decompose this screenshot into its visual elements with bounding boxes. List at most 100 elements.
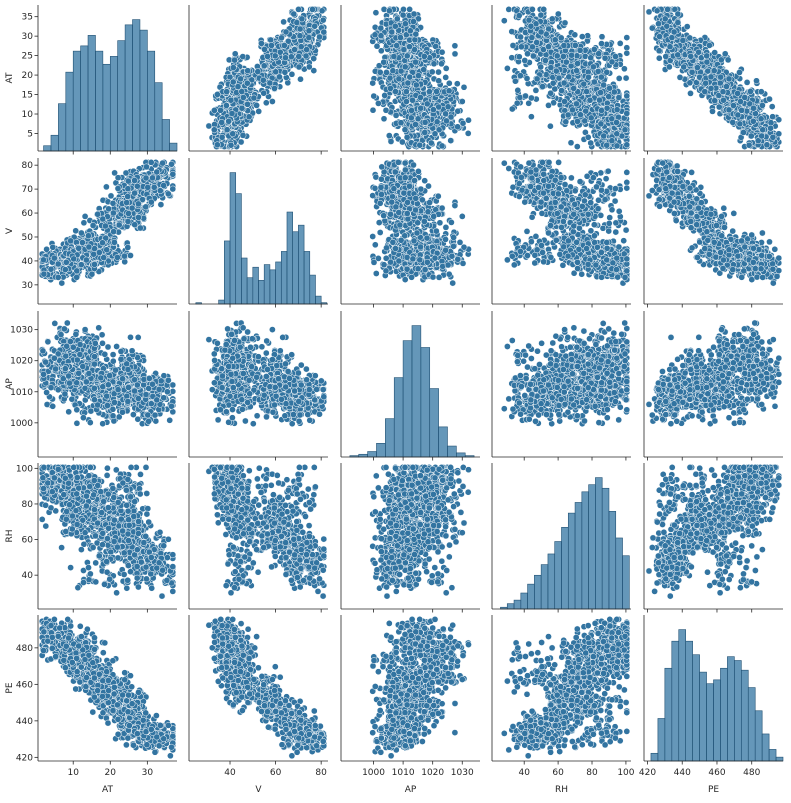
scatter-point <box>417 142 423 148</box>
scatter-point <box>256 108 262 114</box>
scatter-point <box>596 97 602 103</box>
scatter-point <box>588 115 594 121</box>
scatter-point <box>504 65 510 71</box>
scatter-point <box>514 100 520 106</box>
scatter-point <box>288 54 294 60</box>
scatter-point <box>768 125 774 131</box>
scatter-point <box>459 98 465 104</box>
scatter-point <box>424 101 430 107</box>
scatter-point <box>718 74 724 80</box>
scatter-point <box>443 111 449 117</box>
scatter-point <box>291 11 297 17</box>
y-tick-label: 35 <box>22 13 33 23</box>
scatter-point <box>283 29 289 35</box>
y-tick-label: 5 <box>27 129 33 139</box>
scatter-point <box>758 89 764 95</box>
scatter-point <box>575 60 581 66</box>
scatter-point <box>224 127 230 133</box>
scatter-point <box>405 80 411 86</box>
scatter-point <box>445 104 451 110</box>
scatter-point <box>522 93 528 99</box>
scatter-point <box>664 23 670 29</box>
scatter-point <box>321 29 327 35</box>
scatter-point <box>403 99 409 105</box>
scatter-point <box>409 107 415 113</box>
scatter-point <box>611 89 617 95</box>
scatter-point <box>562 20 568 26</box>
scatter-point <box>669 35 675 41</box>
scatter-point <box>726 107 732 113</box>
scatter-point <box>455 124 461 130</box>
scatter-point <box>528 114 534 120</box>
scatter-point <box>550 80 556 86</box>
scatter-point <box>604 69 610 75</box>
scatter-point <box>566 74 572 80</box>
scatter-point <box>569 107 575 113</box>
scatter-point <box>400 12 406 18</box>
scatter-point <box>272 53 278 59</box>
scatter-point <box>435 69 441 75</box>
scatter-point <box>230 131 236 137</box>
scatter-point <box>662 16 668 22</box>
scatter-point <box>565 112 571 118</box>
scatter-point <box>770 134 776 140</box>
hist-bar-AT-2 <box>58 104 65 151</box>
panel-AT-vs-PE <box>644 5 783 155</box>
scatter-point <box>258 40 264 46</box>
scatter-point <box>766 96 772 102</box>
scatter-point <box>509 106 515 112</box>
scatter-point <box>377 69 383 75</box>
scatter-point <box>556 75 562 81</box>
scatter-point <box>561 42 567 48</box>
scatter-point <box>572 42 578 48</box>
scatter-point <box>438 61 444 67</box>
scatter-point <box>617 40 623 46</box>
scatter-point <box>392 89 398 95</box>
scatter-point <box>518 34 524 40</box>
scatter-point <box>542 57 548 63</box>
scatter-point <box>595 68 601 74</box>
scatter-point <box>694 65 700 71</box>
scatter-point <box>760 127 766 133</box>
scatter-point <box>461 84 467 90</box>
scatter-point <box>534 76 540 82</box>
scatter-point <box>399 139 405 145</box>
scatter-point <box>776 117 782 123</box>
scatter-point <box>598 74 604 80</box>
scatter-point <box>720 89 726 95</box>
scatter-point <box>460 120 466 126</box>
scatter-point <box>568 140 574 146</box>
scatter-point <box>402 127 408 133</box>
scatter-point <box>306 64 312 70</box>
scatter-point <box>702 89 708 95</box>
scatter-point <box>547 123 553 129</box>
scatter-point <box>230 79 236 85</box>
scatter-point <box>708 74 714 80</box>
scatter-point <box>703 80 709 86</box>
scatter-point <box>554 53 560 59</box>
scatter-point <box>465 117 471 123</box>
scatter-point <box>598 41 604 47</box>
scatter-point <box>455 108 461 114</box>
scatter-point <box>232 51 238 57</box>
y-tick-label: 30 <box>22 32 34 42</box>
scatter-point <box>261 63 267 69</box>
scatter-point <box>704 53 710 59</box>
scatter-point <box>604 142 610 148</box>
scatter-point <box>396 76 402 82</box>
scatter-point <box>240 94 246 100</box>
scatter-point <box>389 29 395 35</box>
scatter-point <box>591 46 597 52</box>
scatter-point <box>746 142 752 148</box>
scatter-point <box>606 94 612 100</box>
scatter-point <box>211 127 217 133</box>
scatter-point <box>768 120 774 126</box>
scatter-point <box>666 64 672 70</box>
scatter-point <box>388 138 394 144</box>
scatter-point <box>612 53 618 59</box>
scatter-point <box>297 26 303 32</box>
scatter-point <box>415 73 421 79</box>
scatter-point <box>759 133 765 139</box>
scatter-point <box>517 94 523 100</box>
scatter-point <box>739 107 745 113</box>
